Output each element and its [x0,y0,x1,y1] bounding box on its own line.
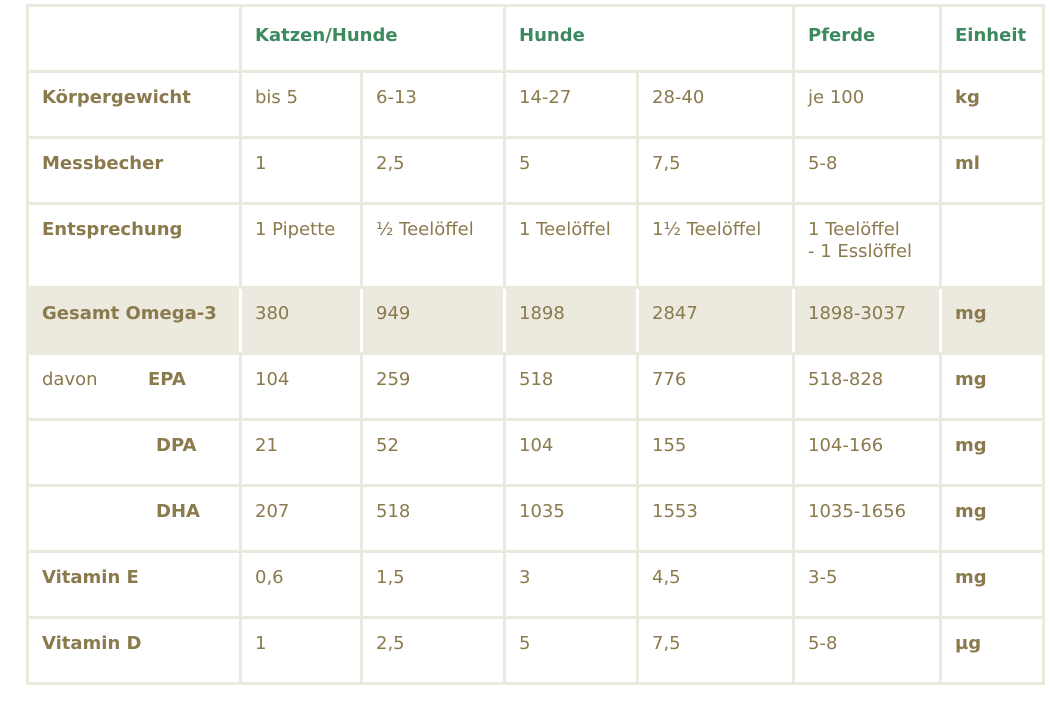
dosage-table: Katzen/Hunde Hunde Pferde Einheit Körper… [26,4,1046,685]
header-dogs: Hunde [502,4,796,73]
table-cell: 3-5 [792,550,943,619]
header-empty-cell [26,4,242,73]
unit-cell: kg [939,70,1046,139]
table-cell: 21 [239,418,363,487]
table-cell: 1898-3037 [792,286,943,355]
cell-line: 1 Teelöffel [808,219,900,240]
table-cell: 380 [239,286,363,355]
table-cell: 2,5 [360,136,506,205]
row-label: Gesamt Omega-3 [26,286,242,355]
table-cell: je 100 [792,70,943,139]
table-cell: 518 [360,484,506,553]
unit-cell: mg [939,484,1046,553]
row-label: Vitamin E [26,550,242,619]
table-row-dpa: DPA 21 52 104 155 104-166 mg [26,418,1046,487]
table-cell: 5 [503,136,639,205]
table-cell: 1553 [635,484,796,553]
table-cell: 1035 [503,484,639,553]
unit-cell: mg [939,352,1046,421]
table-cell: 28-40 [635,70,796,139]
header-horses: Pferde [792,4,943,73]
table-row-measuring-cup: Messbecher 1 2,5 5 7,5 5-8 ml [26,136,1046,205]
table-row-body-weight: Körpergewicht bis 5 6-13 14-27 28-40 je … [26,70,1046,139]
table-cell: 1,5 [360,550,506,619]
table-cell: 52 [360,418,506,487]
table-cell: 1 Teelöffel - 1 Esslöffel [792,202,943,289]
table-cell: 518-828 [792,352,943,421]
row-label: Entsprechung [26,202,242,289]
table-cell: 5 [503,616,639,685]
table-cell: 1 Teelöffel [503,202,639,289]
row-label: DPA [26,418,242,487]
row-label: DHA [26,484,242,553]
table-cell: 104-166 [792,418,943,487]
table-row-dha: DHA 207 518 1035 1553 1035-1656 mg [26,484,1046,553]
table-cell: 1035-1656 [792,484,943,553]
unit-cell: mg [939,418,1046,487]
table-cell: 104 [239,352,363,421]
table-cell: bis 5 [239,70,363,139]
table-row-equivalent: Entsprechung 1 Pipette ½ Teelöffel 1 Tee… [26,202,1046,289]
header-cat-dog: Katzen/Hunde [239,4,506,73]
table-cell: 776 [635,352,796,421]
table-cell: 1½ Teelöffel [635,202,796,289]
table-cell: 259 [360,352,506,421]
table-cell: 14-27 [503,70,639,139]
header-unit: Einheit [939,4,1046,73]
table-cell: 0,6 [239,550,363,619]
table-cell: 1 [239,616,363,685]
row-sublabel: DPA [156,435,197,456]
row-label: Körpergewicht [26,70,242,139]
unit-cell [939,202,1046,289]
table-cell: 7,5 [635,136,796,205]
table-row-epa: davon EPA 104 259 518 776 518-828 mg [26,352,1046,421]
row-sublabel: EPA [148,369,186,390]
table-cell: 2,5 [360,616,506,685]
unit-cell: ml [939,136,1046,205]
unit-cell: mg [939,550,1046,619]
table-cell: 7,5 [635,616,796,685]
table-cell: 1898 [503,286,639,355]
table-cell: 207 [239,484,363,553]
row-label: Vitamin D [26,616,242,685]
table-cell: 5-8 [792,136,943,205]
table-cell: 949 [360,286,506,355]
table-cell: 4,5 [635,550,796,619]
unit-cell: mg [939,286,1046,355]
table-cell: 518 [503,352,639,421]
table-cell: ½ Teelöffel [360,202,506,289]
table-cell: 155 [635,418,796,487]
row-label: davon EPA [26,352,242,421]
table-row-vitamin-d: Vitamin D 1 2,5 5 7,5 5-8 µg [26,616,1046,685]
table-cell: 104 [503,418,639,487]
table-cell: 1 [239,136,363,205]
table-cell: 2847 [635,286,796,355]
row-prefix: davon [42,369,98,390]
table-header-row: Katzen/Hunde Hunde Pferde Einheit [26,4,1046,73]
table-cell: 5-8 [792,616,943,685]
table-cell: 3 [503,550,639,619]
dosage-table-container: Katzen/Hunde Hunde Pferde Einheit Körper… [26,4,1046,685]
table-row-omega3: Gesamt Omega-3 380 949 1898 2847 1898-30… [26,286,1046,355]
cell-line: - 1 Esslöffel [808,241,913,262]
table-cell: 1 Pipette [239,202,363,289]
table-row-vitamin-e: Vitamin E 0,6 1,5 3 4,5 3-5 mg [26,550,1046,619]
table-cell: 6-13 [360,70,506,139]
row-sublabel: DHA [156,501,200,522]
row-label: Messbecher [26,136,242,205]
unit-cell: µg [939,616,1046,685]
